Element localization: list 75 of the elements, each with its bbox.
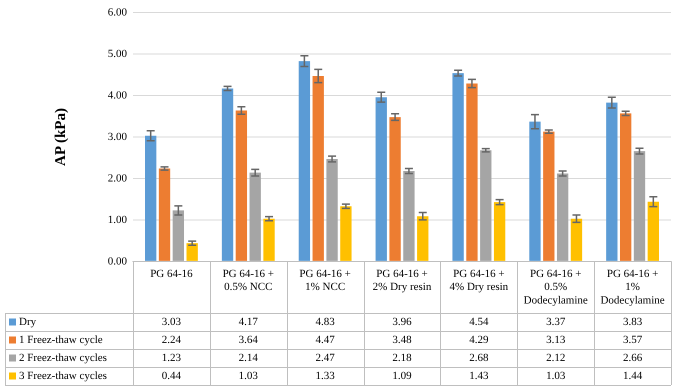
- bar: [403, 171, 415, 261]
- data-label: 4.47: [316, 334, 336, 346]
- bar: [389, 117, 401, 261]
- y-axis-title: AP (kPa): [52, 108, 69, 166]
- bar: [376, 97, 387, 261]
- data-label: 4.17: [238, 316, 258, 328]
- bar: [298, 61, 310, 261]
- x-tick-label: PG 64-16 + 0.5% Dodecylamine: [524, 268, 588, 306]
- data-label: 4.54: [469, 316, 489, 328]
- data-label: 3.37: [546, 316, 566, 328]
- data-label: 2.12: [546, 352, 566, 364]
- bar: [452, 73, 464, 261]
- bar: [606, 102, 618, 261]
- bar: [158, 168, 170, 261]
- data-label: 3.57: [622, 334, 643, 346]
- data-label: 1.43: [469, 370, 489, 382]
- bar: [340, 206, 352, 261]
- bar: [480, 150, 492, 261]
- y-tick-label: 5.00: [108, 48, 128, 60]
- bar: [634, 151, 646, 261]
- data-label: 2.24: [162, 334, 182, 346]
- data-label: 1.09: [392, 370, 412, 382]
- y-tick-label: 6.00: [108, 6, 128, 18]
- bar: [250, 172, 261, 261]
- data-label: 2.68: [469, 352, 489, 364]
- x-tick-label: PG 64-16 + 1% Dodecylamine: [600, 268, 665, 306]
- legend-label: 1 Freez-thaw cycle: [19, 334, 103, 346]
- y-tick-label: 2.00: [108, 172, 128, 184]
- x-tick-label: PG 64-16 + 2% Dry resin: [372, 268, 432, 294]
- data-label: 2.66: [622, 352, 643, 364]
- data-label: 2.18: [392, 352, 412, 364]
- bar: [222, 88, 234, 261]
- data-label: 1.33: [316, 370, 336, 382]
- data-label: 1.44: [622, 370, 643, 382]
- data-label: 3.03: [162, 316, 182, 328]
- y-tick-label: 0.00: [108, 255, 128, 268]
- bar: [312, 76, 324, 261]
- bar: [326, 158, 338, 261]
- bar: [466, 84, 478, 261]
- data-label: 0.44: [162, 370, 182, 382]
- data-label: 1.03: [238, 370, 258, 382]
- bar: [570, 218, 582, 261]
- data-label: 2.47: [316, 352, 336, 364]
- legend-label: 3 Freez-thaw cycles: [19, 370, 107, 382]
- legend-label: 2 Freez-thaw cycles: [19, 352, 107, 364]
- data-label: 1.03: [546, 370, 566, 382]
- data-label: 3.83: [622, 316, 643, 328]
- y-tick-label: 3.00: [108, 130, 128, 143]
- y-tick-label: 1.00: [108, 214, 128, 226]
- data-label: 2.14: [238, 352, 258, 364]
- bar: [620, 113, 632, 261]
- bar: [186, 243, 198, 261]
- bar: [543, 132, 554, 261]
- data-label: 4.83: [316, 316, 336, 328]
- bar: [529, 122, 541, 261]
- bar: [145, 136, 156, 261]
- bar: [172, 210, 184, 261]
- bar: [648, 202, 659, 261]
- bar: [263, 218, 275, 261]
- data-label: 1.23: [162, 352, 182, 364]
- data-label: 3.64: [238, 334, 258, 346]
- legend-label: Dry: [19, 316, 37, 328]
- y-tick-label: 4.00: [108, 89, 128, 102]
- x-tick-label: PG 64-16 + 0.5% NCC: [222, 268, 274, 294]
- x-tick-label: PG 64-16 + 1% NCC: [299, 268, 351, 294]
- data-label: 3.96: [392, 316, 412, 328]
- x-tick-label: PG 64-16 + 4% Dry resin: [450, 268, 509, 294]
- bar: [236, 110, 248, 261]
- bar: [494, 202, 506, 261]
- data-label: 4.29: [469, 334, 489, 346]
- x-tick-label: PG 64-16: [150, 268, 194, 280]
- bar: [556, 173, 568, 261]
- data-label: 3.13: [546, 334, 566, 346]
- data-label: 3.48: [392, 334, 412, 346]
- bar: [417, 216, 428, 261]
